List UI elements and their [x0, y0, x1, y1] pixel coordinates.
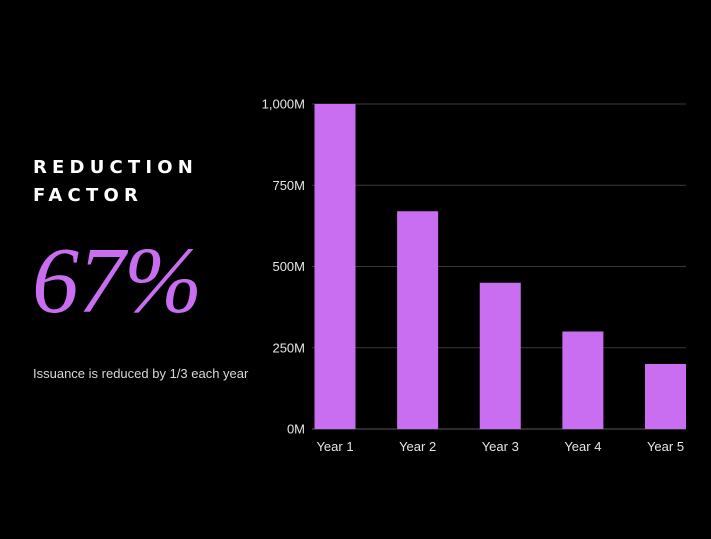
y-tick-label: 500M: [272, 259, 305, 274]
bar-year-3: [479, 282, 521, 429]
x-category-label: Year 3: [482, 439, 519, 454]
issuance-caption: Issuance is reduced by 1/3 each year: [33, 366, 249, 381]
bar-year-4: [562, 331, 604, 429]
y-tick-label: 750M: [272, 178, 305, 193]
x-axis-category-labels: Year 1 Year 2 Year 3 Year 4 Year 5: [316, 439, 684, 454]
bar-year-2: [397, 211, 439, 429]
x-category-label: Year 5: [647, 439, 684, 454]
x-category-label: Year 2: [399, 439, 436, 454]
y-tick-label: 1,000M: [262, 97, 305, 112]
x-category-label: Year 4: [564, 439, 601, 454]
y-tick-label: 250M: [272, 340, 305, 355]
reduction-factor-heading: REDUCTION FACTOR: [33, 157, 199, 206]
bar-year-1: [314, 104, 356, 429]
y-tick-label: 0M: [287, 422, 305, 437]
y-axis-tick-labels: 0M 250M 500M 750M 1,000M: [262, 97, 305, 437]
reduction-percentage: 67%: [32, 229, 202, 333]
x-category-label: Year 1: [316, 439, 353, 454]
bar-year-5: [645, 364, 686, 429]
bars: [314, 104, 686, 429]
